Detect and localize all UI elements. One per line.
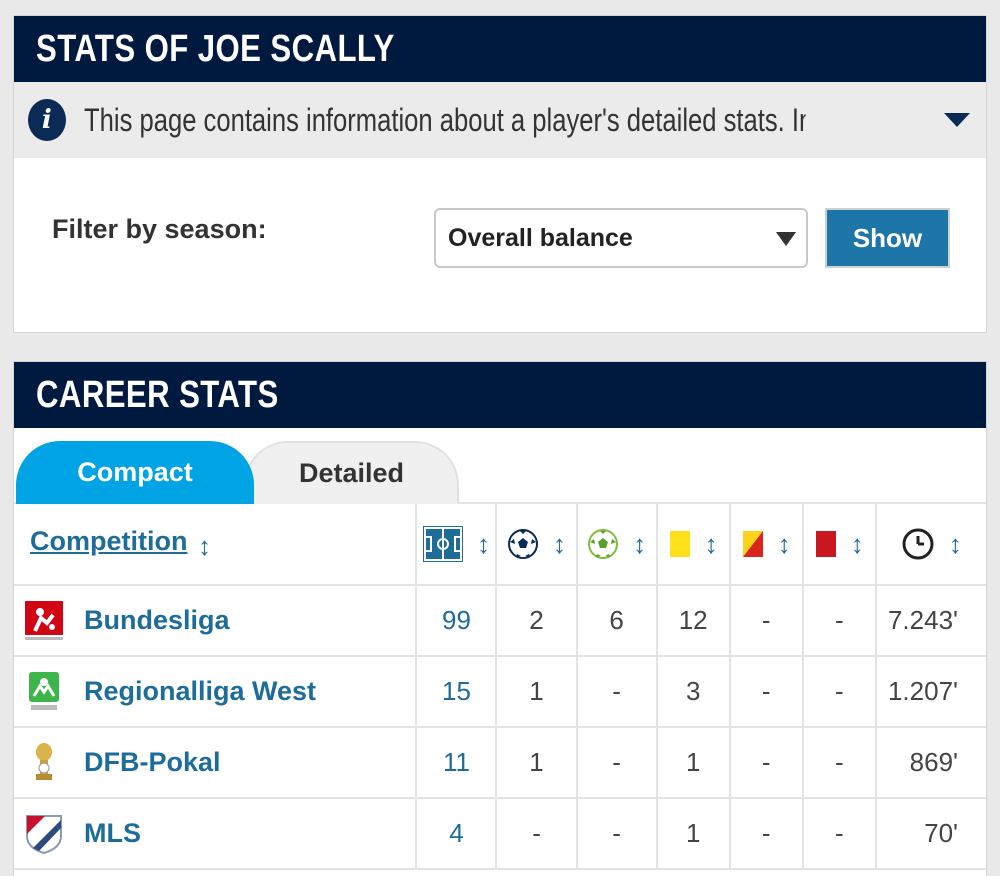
- minutes-cell: 1.207': [875, 656, 986, 728]
- competition-header-label[interactable]: Competition: [30, 526, 188, 557]
- assists-cell: 6: [576, 585, 658, 657]
- dfb-pokal-logo-icon[interactable]: [24, 742, 64, 784]
- show-button[interactable]: Show: [825, 208, 950, 268]
- minutes-header[interactable]: ↕: [875, 504, 986, 586]
- stats-box: STATS OF JOE SCALLY i This page contains…: [14, 16, 986, 332]
- season-select-value: Overall balance: [448, 223, 633, 252]
- goals-cell: -: [496, 798, 578, 870]
- red-cards-cell: -: [802, 656, 877, 728]
- career-stats-box: CAREER STATS Detailed Compact Competitio…: [14, 362, 986, 876]
- red-cards-cell: -: [802, 798, 877, 870]
- sort-icon[interactable]: ↕: [476, 528, 490, 559]
- sort-icon[interactable]: ↕: [948, 528, 962, 559]
- sort-icon[interactable]: ↕: [704, 528, 718, 559]
- competition-header[interactable]: Competition ↕: [14, 504, 418, 586]
- yellow-cards-cell: 1: [656, 727, 731, 799]
- second-yellow-header[interactable]: ↕: [729, 504, 804, 586]
- assists-header[interactable]: ↕: [576, 504, 658, 586]
- competition-link[interactable]: Regionalliga West: [84, 676, 317, 706]
- goals-cell: 1: [496, 656, 578, 728]
- goals-cell: 2: [496, 585, 578, 657]
- competition-cell: Bundesliga: [14, 585, 418, 657]
- sort-icon[interactable]: ↕: [197, 530, 211, 561]
- table-row: MLS 4 - - 1 - - 70': [14, 798, 986, 870]
- career-stats-table: Competition ↕ ↕: [14, 504, 986, 870]
- dropdown-arrow-icon: [776, 232, 796, 246]
- sort-icon[interactable]: ↕: [777, 528, 791, 559]
- goals-ball-icon: [508, 529, 539, 559]
- yellow-cards-cell: 1: [656, 798, 731, 870]
- second-yellow-cell: -: [729, 727, 804, 799]
- appearances-cell[interactable]: 15: [416, 656, 498, 728]
- yellow-cards-header[interactable]: ↕: [656, 504, 731, 586]
- tab-compact[interactable]: Compact: [16, 441, 254, 504]
- minutes-clock-icon: [902, 528, 934, 560]
- expand-caret-icon[interactable]: [944, 113, 970, 127]
- assists-cell: -: [576, 656, 658, 728]
- tabs: Detailed Compact: [14, 428, 986, 504]
- career-stats-title: CAREER STATS: [36, 373, 279, 416]
- regionalliga-west-logo-icon[interactable]: [24, 671, 64, 713]
- second-yellow-cell: -: [729, 585, 804, 657]
- info-text: This page contains information about a p…: [83, 101, 806, 138]
- red-cards-cell: -: [802, 727, 877, 799]
- table-header-row: Competition ↕ ↕: [14, 504, 986, 586]
- table-row: DFB-Pokal 11 1 - 1 - - 869': [14, 727, 986, 799]
- competition-cell: Regionalliga West: [14, 656, 418, 728]
- season-select[interactable]: Overall balance: [434, 208, 808, 268]
- second-yellow-cell: -: [729, 656, 804, 728]
- filter-label: Filter by season:: [52, 214, 267, 244]
- competition-cell: DFB-Pokal: [14, 727, 418, 799]
- goals-cell: 1: [496, 727, 578, 799]
- career-stats-title-bar: CAREER STATS: [14, 362, 986, 428]
- second-yellow-cell: -: [729, 798, 804, 870]
- page-title: STATS OF JOE SCALLY: [36, 27, 395, 70]
- minutes-cell: 70': [875, 798, 986, 870]
- mls-logo-icon[interactable]: [24, 813, 64, 855]
- goals-header[interactable]: ↕: [496, 504, 578, 586]
- minutes-cell: 7.243': [875, 585, 986, 657]
- red-cards-cell: -: [802, 585, 877, 657]
- appearances-cell[interactable]: 11: [416, 727, 498, 799]
- info-bar[interactable]: i This page contains information about a…: [14, 82, 986, 158]
- competition-link[interactable]: MLS: [84, 818, 141, 848]
- page-title-bar: STATS OF JOE SCALLY: [14, 16, 986, 82]
- filter-row: Filter by season: Overall balance Show: [14, 158, 986, 330]
- sort-icon[interactable]: ↕: [850, 528, 864, 559]
- red-cards-header[interactable]: ↕: [802, 504, 877, 586]
- competition-cell: MLS: [14, 798, 418, 870]
- info-icon: i: [28, 99, 66, 141]
- table-row: Regionalliga West 15 1 - 3 - - 1.207': [14, 656, 986, 728]
- red-card-icon: [815, 531, 836, 557]
- yellow-cards-cell: 12: [656, 585, 731, 657]
- assists-cell: -: [576, 798, 658, 870]
- appearances-cell[interactable]: 99: [416, 585, 498, 657]
- assists-cell: -: [576, 727, 658, 799]
- minutes-cell: 869': [875, 727, 986, 799]
- yellow-cards-cell: 3: [656, 656, 731, 728]
- competition-link[interactable]: Bundesliga: [84, 605, 230, 635]
- appearances-cell[interactable]: 4: [416, 798, 498, 870]
- assists-ball-icon: [588, 529, 619, 559]
- appearances-header[interactable]: ↕: [416, 504, 498, 586]
- competition-link[interactable]: DFB-Pokal: [84, 747, 221, 777]
- yellow-card-icon: [669, 531, 690, 557]
- sort-icon[interactable]: ↕: [553, 528, 567, 559]
- second-yellow-card-icon: [742, 531, 763, 557]
- bundesliga-logo-icon[interactable]: [24, 600, 64, 642]
- table-row: Bundesliga 99 2 6 12 - - 7.243': [14, 585, 986, 657]
- appearances-pitch-icon: [422, 526, 463, 562]
- sort-icon[interactable]: ↕: [633, 528, 647, 559]
- tab-detailed[interactable]: Detailed: [244, 441, 459, 504]
